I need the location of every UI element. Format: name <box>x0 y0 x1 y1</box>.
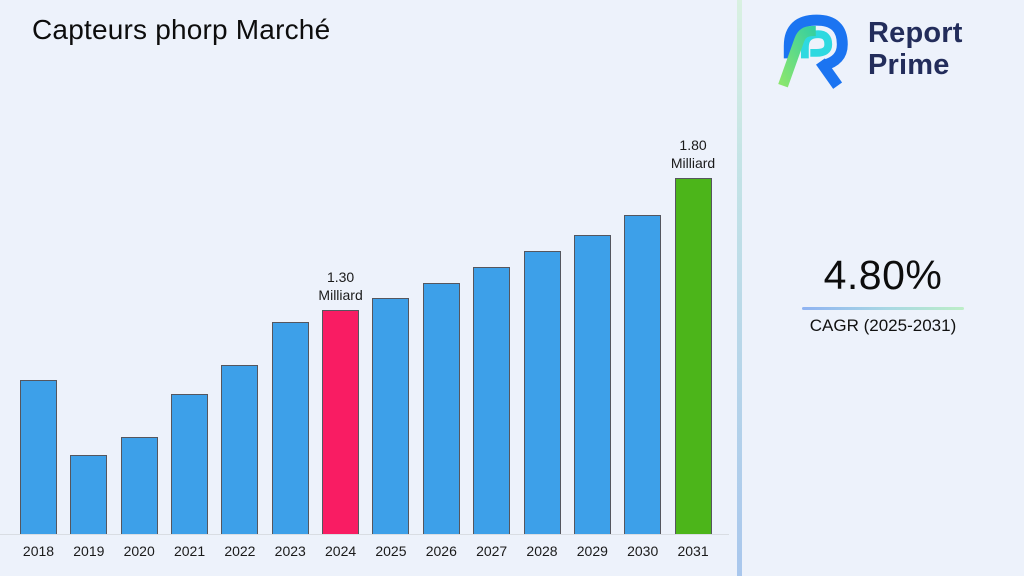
bar-2027 <box>473 267 511 535</box>
x-tick-2030: 2030 <box>627 543 659 559</box>
x-tick-2027: 2027 <box>476 543 508 559</box>
vertical-divider <box>737 0 742 576</box>
bar-2019 <box>70 455 108 535</box>
bar-2028 <box>523 251 561 535</box>
bar-2025 <box>372 298 410 535</box>
x-tick-2029: 2029 <box>576 543 608 559</box>
cagr-value: 4.80% <box>823 252 943 298</box>
value-label-2031: 1.80 Milliard <box>670 137 716 171</box>
x-tick-2021: 2021 <box>173 543 206 559</box>
x-tick-2019: 2019 <box>73 543 105 559</box>
bar-2031 <box>674 178 712 535</box>
value-label-2024: 1.30 Milliard <box>318 269 363 303</box>
logo-word-report: Report <box>868 17 963 49</box>
report-prime-logo-icon <box>778 14 848 89</box>
bar-2018 <box>20 380 57 535</box>
bar-2021 <box>171 394 209 535</box>
bar-2020 <box>120 437 158 535</box>
x-tick-2024: 2024 <box>325 543 357 559</box>
cagr-block: 4.80% CAGR (2025-2031) <box>793 252 973 336</box>
x-tick-2025: 2025 <box>375 543 407 559</box>
x-tick-2022: 2022 <box>224 543 256 559</box>
x-axis-line <box>0 534 729 535</box>
x-tick-2020: 2020 <box>123 543 155 559</box>
cagr-underline <box>802 307 964 310</box>
x-tick-2023: 2023 <box>274 543 306 559</box>
bar-2023 <box>271 322 309 535</box>
page-title: Capteurs phorp Marché <box>32 14 331 45</box>
x-tick-2028: 2028 <box>526 543 558 559</box>
logo-wordmark: Report Prime <box>868 17 963 81</box>
bar-2024 <box>322 310 360 535</box>
cagr-label: CAGR (2025-2031) <box>809 316 957 335</box>
x-tick-2018: 2018 <box>22 543 55 559</box>
bar-2029 <box>573 235 611 535</box>
x-tick-2026: 2026 <box>425 543 457 559</box>
bar-2022 <box>221 365 259 535</box>
logo-word-prime: Prime <box>868 49 950 81</box>
report-prime-logo: Report Prime <box>776 8 963 90</box>
bar-2030 <box>624 215 662 535</box>
x-tick-2031: 2031 <box>677 543 709 559</box>
bar-2026 <box>422 283 460 535</box>
